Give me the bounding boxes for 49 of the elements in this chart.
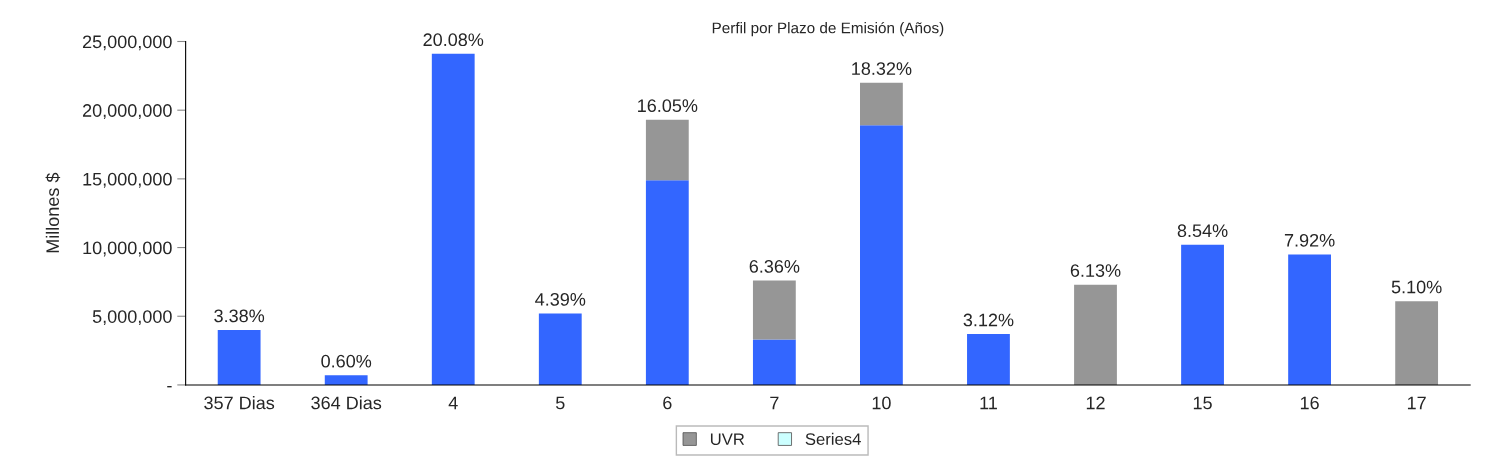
bar [1288,254,1331,385]
bar [1074,284,1117,385]
y-tick-label: 10,000,000 [83,241,172,257]
x-tick-label: 6 [663,396,672,410]
y-axis-title: Millones $ [45,172,61,253]
bar [431,53,475,385]
annotation: 0.60% [321,354,372,368]
annotation: 16.05% [638,99,698,113]
bar [752,280,796,340]
x-tick-label: 364 Dias [311,396,382,410]
x-tick-label: 4 [448,396,458,410]
x-tick-label: 17 [1407,396,1426,410]
bar [217,329,261,385]
x-tick-label: 11 [980,396,997,410]
x-tick-label: 7 [770,396,779,410]
bar [967,334,1010,385]
y-tick-label: 25,000,000 [82,35,172,51]
annotation: 6.13% [1070,264,1121,277]
x-tick-label: 15 [1193,396,1212,410]
annotation: 4.39% [535,292,586,306]
annotation: 8.54% [1177,224,1228,238]
bar [860,125,903,385]
annotation: 20.08% [423,33,484,47]
y-tick-label: 5,000,000 [92,310,172,326]
y-tick-label: - [167,385,172,388]
bar [538,313,582,385]
y-tick-label: 15,000,000 [83,172,172,188]
bar [324,375,368,385]
bar [752,339,796,385]
legend-label: UVR [710,433,745,446]
x-tick-label: 16 [1300,396,1319,410]
x-tick-label: 357 Dias [204,396,275,410]
annotation: 7.92% [1284,233,1335,247]
annotation: 18.32% [852,62,912,75]
bar [1395,301,1439,385]
x-tick-label: 10 [872,396,891,410]
annotation: 5.10% [1391,280,1442,294]
y-tick-label: 20,000,000 [82,104,172,120]
bar [645,119,689,181]
legend-label: Series4 [805,432,861,446]
chart-title: Perfil por Plazo de Emisión (Años) [712,21,944,37]
x-tick-label: 5 [555,396,565,410]
annotation: 3.38% [214,309,265,323]
x-tick-label: 12 [1086,396,1105,410]
bar [1181,244,1224,385]
annotation: 3.12% [963,313,1014,327]
annotation: 6.36% [749,260,800,273]
bar [645,180,689,385]
bar [860,82,903,126]
